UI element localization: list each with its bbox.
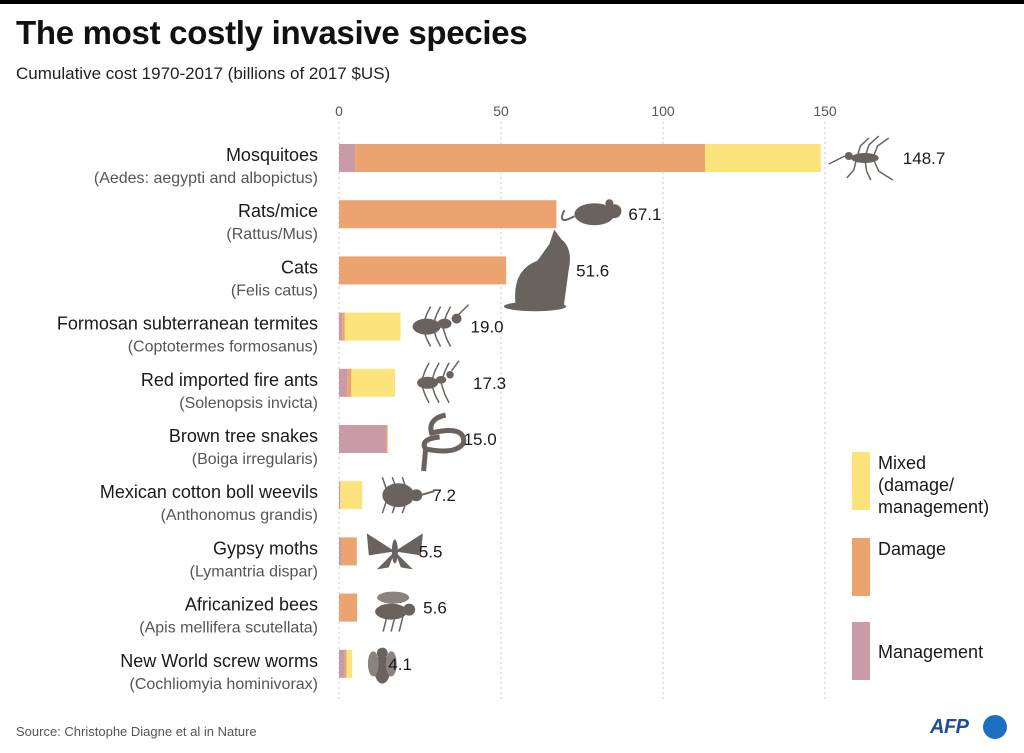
category-label: Mexican cotton boll weevils — [100, 482, 318, 502]
legend-swatch-mixed — [852, 452, 870, 510]
bar-segment-mixed — [340, 481, 363, 510]
bar-segment-damage — [385, 425, 388, 453]
data-label: 67.1 — [628, 205, 661, 224]
bee-icon — [375, 591, 416, 632]
category-latin-label: (Lymantria dispar) — [190, 563, 318, 580]
afp-logo-dot — [983, 715, 1007, 739]
category-label: Red imported fire ants — [141, 370, 318, 390]
category-latin-label: (Apis mellifera scutellata) — [139, 620, 318, 637]
bar-segment-management — [339, 368, 348, 397]
category-label: New World screw worms — [120, 651, 318, 671]
x-tick-label: 100 — [651, 103, 675, 119]
bar-segment-damage — [339, 593, 358, 622]
bar-segment-mixed — [344, 312, 401, 341]
bar-segment-management — [339, 312, 343, 341]
chart-title: The most costly invasive species — [16, 14, 528, 51]
category-label: Africanized bees — [185, 595, 318, 615]
data-label: 19.0 — [471, 318, 504, 337]
chart-subtitle: Cumulative cost 1970-2017 (billions of 2… — [16, 64, 391, 83]
moth-icon — [366, 533, 423, 570]
category-label: Rats/mice — [238, 201, 318, 221]
data-label: 17.3 — [473, 374, 506, 393]
data-label: 15.0 — [464, 430, 497, 449]
x-tick-label: 50 — [493, 103, 509, 119]
bar-segment-mixed — [346, 649, 353, 678]
data-label: 5.5 — [419, 542, 443, 561]
data-label: 51.6 — [576, 261, 609, 280]
category-latin-label: (Coptotermes formosanus) — [128, 339, 318, 356]
bar-segment-management — [339, 481, 341, 510]
data-label: 5.6 — [423, 599, 447, 618]
mosquito-icon — [828, 135, 894, 181]
category-label: Brown tree snakes — [169, 426, 318, 446]
fly-icon — [367, 647, 397, 684]
top-rule — [0, 0, 1024, 4]
bar-segment-damage — [339, 256, 507, 285]
bar-segment-damage — [347, 368, 352, 397]
category-label: Mosquitoes — [226, 145, 318, 165]
legend-label-damage: Damage — [878, 539, 947, 559]
category-latin-label: (Rattus/Mus) — [226, 226, 318, 243]
category-latin-label: (Aedes: aegypti and albopictus) — [94, 170, 318, 187]
legend-swatch-damage — [852, 538, 870, 596]
category-latin-label: (Cochliomyia hominivorax) — [130, 676, 319, 693]
bar-segment-damage — [341, 537, 357, 566]
legend-label-mixed: Mixed (damage/ management) — [878, 453, 990, 517]
bar-segment-management — [339, 649, 345, 678]
category-label: Formosan subterranean termites — [57, 314, 318, 334]
category-latin-label: (Anthonomus grandis) — [161, 507, 318, 524]
category-latin-label: (Solenopsis invicta) — [179, 395, 318, 412]
bar-segment-management — [339, 144, 356, 172]
data-label: 7.2 — [432, 486, 456, 505]
x-tick-label: 0 — [335, 103, 343, 119]
fire-ant-icon — [417, 360, 460, 404]
data-label: 148.7 — [903, 149, 946, 168]
data-label: 4.1 — [388, 655, 412, 674]
termite-icon — [412, 304, 470, 347]
afp-logo-text: AFP — [930, 716, 969, 738]
bar-segment-damage — [342, 312, 345, 341]
legend-label-management: Management — [878, 642, 984, 662]
legend-swatch-management — [852, 622, 870, 680]
source-note: Source: Christophe Diagne et al in Natur… — [16, 724, 257, 739]
category-label: Gypsy moths — [213, 538, 318, 558]
category-latin-label: (Boiga irregularis) — [192, 451, 318, 468]
x-tick-label: 150 — [813, 103, 837, 119]
cat-icon — [503, 229, 570, 312]
bar-segment-mixed — [351, 368, 396, 397]
bar-segment-management — [339, 425, 386, 453]
bar-segment-damage — [339, 200, 557, 229]
bar-segment-mixed — [705, 144, 821, 172]
weevil-icon — [381, 476, 435, 514]
bar-segment-damage — [344, 649, 347, 678]
snake-icon — [421, 412, 467, 472]
category-label: Cats — [281, 257, 318, 277]
rat-icon — [561, 199, 622, 226]
category-latin-label: (Felis catus) — [231, 282, 318, 299]
bar-segment-damage — [355, 144, 706, 172]
bar-segment-management — [339, 537, 342, 566]
